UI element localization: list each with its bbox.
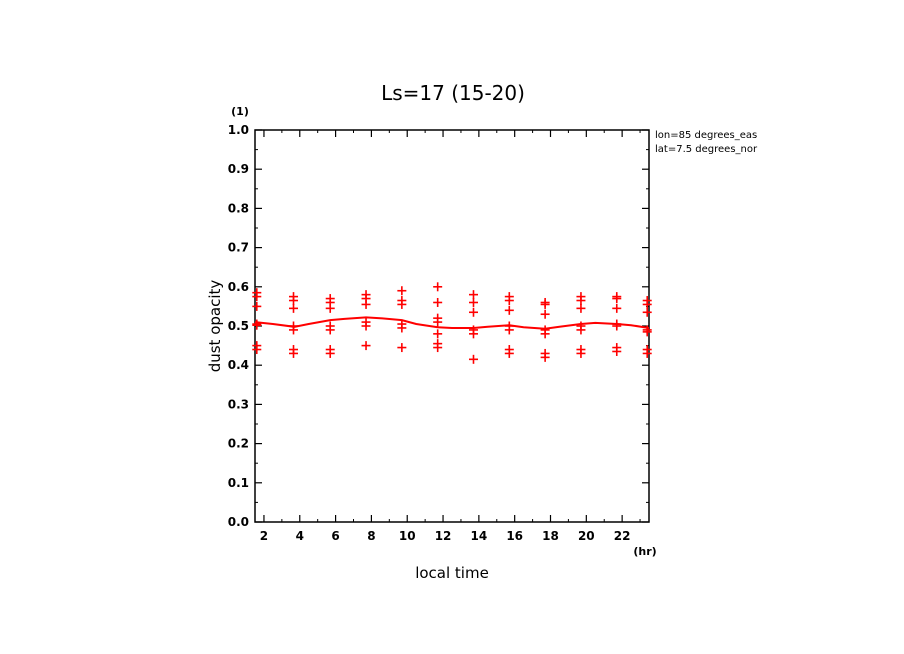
data-series <box>252 282 652 364</box>
data-point-plus <box>289 303 299 313</box>
data-point-plus <box>468 297 478 307</box>
y-axis-ticks: 0.0 0.1 0.2 0.3 0.4 0.5 0.6 0.7 0.8 0.9 1.0 <box>228 123 649 529</box>
x-tick-label: 6 <box>331 529 339 543</box>
plot-frame <box>254 129 650 523</box>
data-point-plus <box>252 292 262 302</box>
data-point-plus <box>397 286 407 296</box>
data-point-plus <box>540 299 550 309</box>
data-point-plus <box>325 325 335 335</box>
y-tick-label: 0.6 <box>228 280 249 294</box>
x-tick-label: 18 <box>542 529 559 543</box>
data-point-plus <box>612 294 622 304</box>
data-point-plus <box>642 299 652 309</box>
x-tick-label: 10 <box>399 529 416 543</box>
x-tick-label: 2 <box>260 529 268 543</box>
annotation-lon: lon=85 degrees_eas <box>655 130 757 141</box>
x-tick-label: 14 <box>471 529 488 543</box>
data-point-plus <box>433 317 443 327</box>
x-axis-ticks: 2 4 6 8 10 12 14 16 18 20 22 <box>260 130 641 543</box>
data-point-plus <box>576 325 586 335</box>
y-tick-label: 0.5 <box>228 319 249 333</box>
data-point-plus <box>612 321 622 331</box>
data-point-plus <box>325 348 335 358</box>
x-tick-label: 16 <box>506 529 523 543</box>
data-point-plus <box>576 348 586 358</box>
annotation-lat: lat=7.5 degrees_nor <box>655 144 758 155</box>
data-point-plus <box>433 282 443 292</box>
data-point-plus <box>433 343 443 353</box>
data-point-plus <box>642 327 652 337</box>
data-point-plus <box>642 348 652 358</box>
y-tick-label: 0.9 <box>228 162 249 176</box>
data-point-plus <box>504 296 514 306</box>
x-axis-label: local time <box>415 564 489 582</box>
data-point-plus <box>642 307 652 317</box>
data-point-plus <box>612 303 622 313</box>
data-point-plus <box>433 297 443 307</box>
data-point-plus <box>504 325 514 335</box>
y-tick-label: 0.8 <box>228 201 249 215</box>
y-tick-label: 0.7 <box>228 241 249 255</box>
data-point-plus <box>576 303 586 313</box>
data-point-plus <box>468 354 478 364</box>
data-point-plus <box>252 345 262 355</box>
data-point-plus <box>504 348 514 358</box>
y-tick-label: 0.0 <box>228 515 249 529</box>
data-point-plus <box>252 301 262 311</box>
data-point-plus <box>252 320 262 330</box>
data-point-plus <box>361 299 371 309</box>
data-point-plus <box>468 307 478 317</box>
data-point-plus <box>397 299 407 309</box>
chart-title: Ls=17 (15-20) <box>381 81 525 105</box>
x-unit-label: (hr) <box>633 545 656 558</box>
data-point-plus <box>468 290 478 300</box>
y-tick-label: 0.1 <box>228 476 249 490</box>
data-point-plus <box>289 325 299 335</box>
y-tick-label: 0.2 <box>228 437 249 451</box>
data-point-plus <box>433 329 443 339</box>
x-tick-label: 8 <box>367 529 375 543</box>
data-point-plus <box>540 309 550 319</box>
data-point-plus <box>289 296 299 306</box>
data-point-plus <box>576 296 586 306</box>
x-tick-label: 20 <box>578 529 595 543</box>
data-point-plus <box>540 352 550 362</box>
data-point-plus <box>504 305 514 315</box>
data-point-plus <box>361 321 371 331</box>
data-point-plus <box>468 329 478 339</box>
x-tick-label: 4 <box>296 529 304 543</box>
data-point-plus <box>397 323 407 333</box>
data-point-plus <box>540 329 550 339</box>
data-point-plus <box>361 341 371 351</box>
y-tick-label: 1.0 <box>228 123 249 137</box>
x-tick-label: 22 <box>614 529 631 543</box>
data-point-plus <box>325 303 335 313</box>
y-unit-label: (1) <box>231 105 249 118</box>
y-tick-label: 0.4 <box>228 358 249 372</box>
data-point-plus <box>397 343 407 353</box>
x-tick-label: 12 <box>435 529 452 543</box>
y-axis-label: dust opacity <box>206 280 224 373</box>
data-point-plus <box>289 348 299 358</box>
mean-line <box>254 316 650 330</box>
y-tick-label: 0.3 <box>228 397 249 411</box>
data-point-plus <box>612 346 622 356</box>
